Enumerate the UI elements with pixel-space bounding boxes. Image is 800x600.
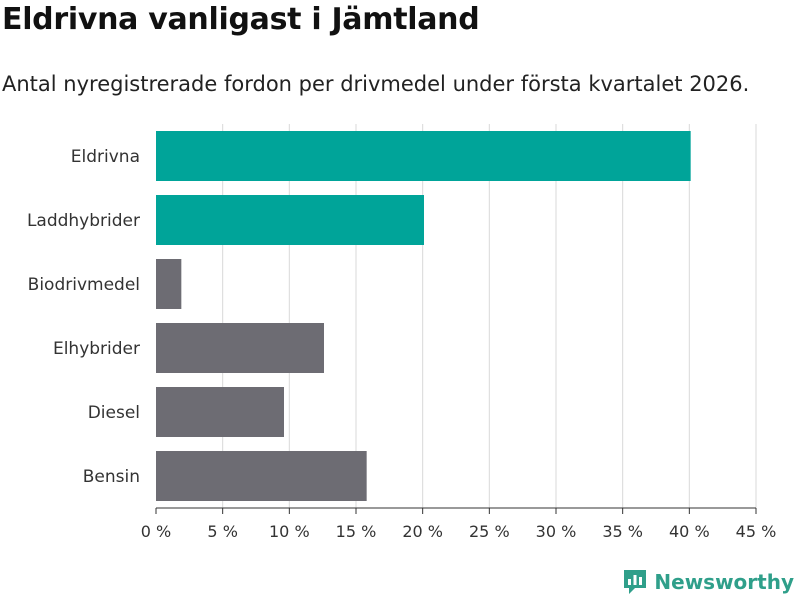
chart-title: Eldrivna vanligast i Jämtland <box>2 2 480 37</box>
brand-logo: Newsworthy <box>622 568 794 596</box>
x-tick-label: 10 % <box>269 522 310 541</box>
newsworthy-logo-icon <box>624 570 647 594</box>
bar-elhybrider <box>156 323 324 373</box>
bar-biodrivmedel <box>156 259 182 309</box>
category-label: Elhybrider <box>53 339 140 359</box>
bar-eldrivna <box>156 131 691 181</box>
bar-bensin <box>156 451 367 501</box>
category-label: Diesel <box>88 403 140 423</box>
x-tick-label: 35 % <box>602 522 643 541</box>
x-tick-label: 25 % <box>469 522 510 541</box>
x-tick-label: 20 % <box>402 522 443 541</box>
bar-diesel <box>156 387 284 437</box>
category-label: Laddhybrider <box>27 211 140 231</box>
brand-name: Newsworthy <box>654 570 794 594</box>
x-tick-label: 40 % <box>669 522 710 541</box>
category-label: Biodrivmedel <box>28 275 140 295</box>
category-label: Bensin <box>83 467 140 487</box>
x-tick-label: 15 % <box>336 522 377 541</box>
x-tick-label: 5 % <box>207 522 237 541</box>
x-tick-label: 45 % <box>736 522 777 541</box>
x-tick-label: 0 % <box>141 522 171 541</box>
category-label: Eldrivna <box>71 147 140 167</box>
bar-laddhybrider <box>156 195 424 245</box>
chart-subtitle: Antal nyregistrerade fordon per drivmede… <box>2 72 750 96</box>
x-tick-label: 30 % <box>536 522 577 541</box>
